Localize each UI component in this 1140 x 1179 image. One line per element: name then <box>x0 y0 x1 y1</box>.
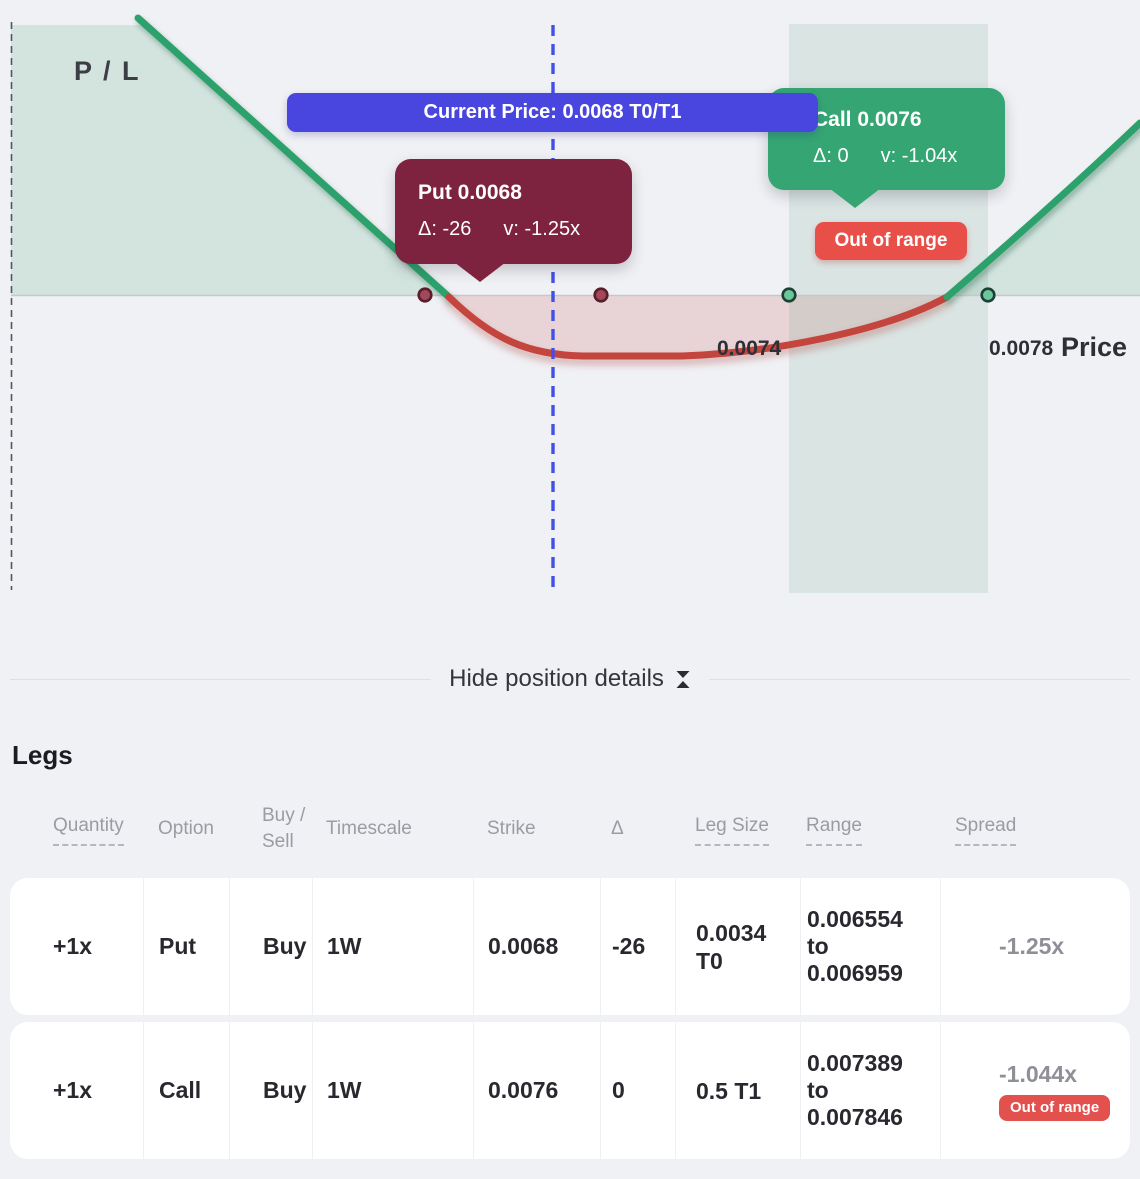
profit-fill-left <box>11 25 449 296</box>
x-tick-0074: 0.0074 <box>717 337 782 360</box>
y-axis-label: P / L <box>74 56 141 86</box>
divider-right <box>708 678 1131 680</box>
strike-value: 0.0068 <box>473 878 600 1015</box>
spread-amount: -1.25x <box>999 933 1065 959</box>
payoff-line-left-green <box>134 14 453 301</box>
strike-value: 0.0076 <box>473 1022 600 1159</box>
loss-fill <box>449 296 947 356</box>
column-header-spread[interactable]: Spread <box>940 813 1130 846</box>
range-from: 0.007389 <box>807 1050 903 1076</box>
leg-row-call[interactable]: +1x Call Buy 1W 0.0076 0 0.5 T1 0.007389… <box>10 1022 1130 1159</box>
quantity-value: +1x <box>53 933 93 959</box>
column-header-range[interactable]: Range <box>800 813 940 846</box>
range-value: 0.007389 to 0.007846 <box>800 1022 940 1159</box>
range-value: 0.006554 to 0.006959 <box>800 878 940 1015</box>
x-axis-label: Price <box>1061 332 1128 362</box>
current-price-text: Current Price: 0.0068 T0/T1 <box>423 101 682 123</box>
divider-left <box>10 678 432 680</box>
x-tick-0078: 0.0078 <box>989 337 1054 360</box>
range-to: 0.006959 <box>807 960 903 986</box>
range-from: 0.006554 <box>807 906 903 932</box>
column-header-strike: Strike <box>487 818 536 839</box>
profit-fill-right <box>947 123 1140 296</box>
position-details-divider-row: Hide position details <box>10 656 1131 702</box>
option-value: Call <box>143 1022 229 1159</box>
option-value: Put <box>143 878 229 1015</box>
hide-position-details-button[interactable]: Hide position details <box>431 665 709 693</box>
range-word: to <box>807 1077 829 1103</box>
side-value: Buy <box>229 878 312 1015</box>
timescale-value: 1W <box>312 878 473 1015</box>
collapse-icon <box>675 670 691 689</box>
call-vega-value: v: -1.04x <box>880 145 958 167</box>
put-tooltip-pointer <box>454 262 506 282</box>
range-word: to <box>807 933 829 959</box>
put-tooltip-greeks: Δ: -26 v: -1.25x <box>418 218 632 241</box>
call-tooltip-title: Call 0.0076 <box>813 108 922 131</box>
call-range-dot-high[interactable] <box>980 287 996 303</box>
leg-size-value: 0.5 T1 <box>675 1022 800 1159</box>
legs-section-title: Legs <box>12 740 73 770</box>
column-header-buy-sell: Buy / Sell <box>262 805 306 852</box>
put-vega-value: v: -1.25x <box>503 218 581 240</box>
put-leg-tooltip: Put 0.0068 Δ: -26 v: -1.25x <box>395 159 632 282</box>
put-tooltip-title: Put 0.0068 <box>418 181 522 204</box>
column-header-delta: Δ <box>611 818 624 839</box>
range-to: 0.007846 <box>807 1104 903 1130</box>
out-of-range-badge: Out of range <box>999 1094 1111 1121</box>
payoff-line-right-green <box>943 119 1140 301</box>
timescale-value: 1W <box>312 1022 473 1159</box>
side-value: Buy <box>229 1022 312 1159</box>
column-header-option: Option <box>158 818 214 839</box>
call-range-dot-low[interactable] <box>781 287 797 303</box>
call-delta-value: Δ: 0 <box>813 145 849 167</box>
column-header-quantity[interactable]: Quantity <box>10 813 143 846</box>
legs-table-header: Quantity Option Buy / Sell Timescale Str… <box>10 800 1130 858</box>
hide-position-details-label: Hide position details <box>449 665 664 692</box>
call-tooltip-greeks: Δ: 0 v: -1.04x <box>813 145 1005 168</box>
spread-value: -1.044x Out of range <box>940 1022 1130 1159</box>
current-price-pill: Current Price: 0.0068 T0/T1 <box>287 93 818 132</box>
call-tooltip-pointer <box>829 188 881 208</box>
leg-row-put[interactable]: +1x Put Buy 1W 0.0068 -26 0.0034 T0 0.00… <box>10 878 1130 1015</box>
put-range-dot-low[interactable] <box>417 287 433 303</box>
pl-chart[interactable]: P / L 0.0074 0.0078 Price Call 0.0076 Δ:… <box>0 0 1140 610</box>
out-of-range-text: Out of range <box>834 230 948 251</box>
spread-value: -1.25x <box>940 878 1130 1015</box>
quantity-value: +1x <box>53 1077 93 1103</box>
put-delta-value: Δ: -26 <box>418 218 472 240</box>
out-of-range-chip: Out of range <box>815 222 967 260</box>
delta-value: 0 <box>600 1022 675 1159</box>
leg-size-value: 0.0034 T0 <box>675 878 800 1015</box>
column-header-leg-size[interactable]: Leg Size <box>675 813 800 846</box>
column-header-timescale: Timescale <box>326 818 412 839</box>
put-range-dot-high[interactable] <box>593 287 609 303</box>
legs-table: Quantity Option Buy / Sell Timescale Str… <box>10 800 1130 1166</box>
payoff-curve-red <box>445 293 951 360</box>
delta-value: -26 <box>600 878 675 1015</box>
spread-amount: -1.044x <box>999 1060 1078 1087</box>
